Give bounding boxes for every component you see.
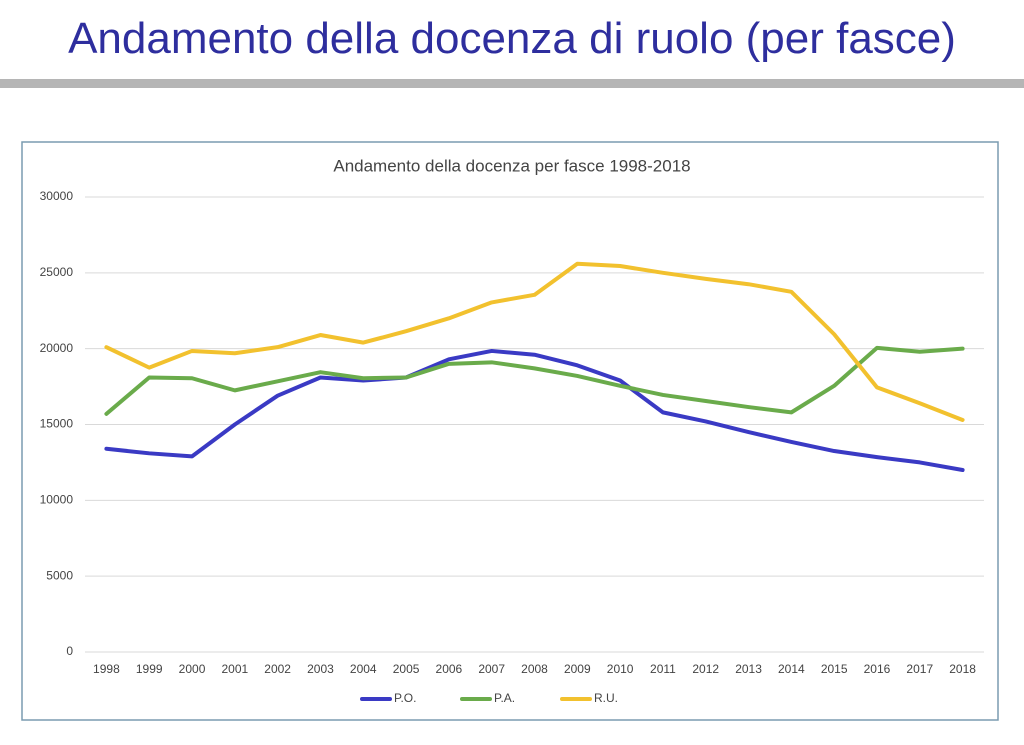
x-tick-label: 2001 (221, 662, 248, 676)
y-tick-label: 15000 (40, 417, 74, 431)
x-tick-label: 1998 (93, 662, 120, 676)
slide-title: Andamento della docenza di ruolo (per fa… (68, 14, 956, 63)
y-tick-label: 5000 (46, 568, 73, 582)
x-tick-label: 2014 (778, 662, 805, 676)
legend-label: P.A. (494, 691, 515, 705)
chart-frame (21, 141, 999, 721)
x-tick-label: 2016 (864, 662, 891, 676)
y-tick-label: 10000 (40, 493, 74, 507)
legend-label: P.O. (394, 691, 416, 705)
y-tick-label: 0 (66, 644, 73, 658)
series-line (104, 345, 965, 416)
x-tick-label: 2007 (478, 662, 505, 676)
x-tick-label: 2013 (735, 662, 762, 676)
x-tick-label: 2012 (692, 662, 719, 676)
series-line (104, 348, 965, 472)
chart-title: Andamento della docenza per fasce 1998-2… (333, 156, 690, 175)
x-tick-label: 2004 (350, 662, 377, 676)
x-tick-label: 2015 (821, 662, 848, 676)
x-tick-label: 2000 (179, 662, 206, 676)
x-tick-label: 2006 (436, 662, 463, 676)
series-line (104, 261, 965, 422)
title-rule (0, 79, 1024, 88)
y-tick-label: 30000 (40, 189, 74, 203)
x-tick-label: 2017 (906, 662, 933, 676)
x-tick-label: 2008 (521, 662, 548, 676)
legend-label: R.U. (594, 691, 618, 705)
y-tick-label: 25000 (40, 265, 74, 279)
x-tick-label: 2011 (650, 662, 676, 676)
x-tick-label: 2010 (607, 662, 634, 676)
x-tick-label: 2003 (307, 662, 334, 676)
x-tick-label: 2005 (393, 662, 420, 676)
x-tick-label: 2009 (564, 662, 591, 676)
x-tick-label: 2018 (949, 662, 976, 676)
x-tick-label: 2002 (264, 662, 291, 676)
x-tick-label: 1999 (136, 662, 163, 676)
y-tick-label: 20000 (40, 341, 74, 355)
